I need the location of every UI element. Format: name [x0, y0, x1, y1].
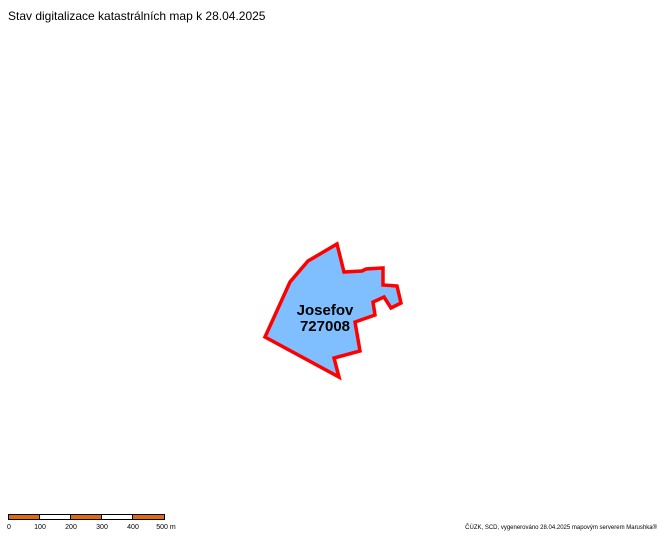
map-title: Stav digitalizace katastrálních map k 28…	[8, 9, 266, 23]
cadastral-area-code: 727008	[300, 318, 350, 335]
cadastral-area-polygon[interactable]	[262, 241, 404, 381]
cadastral-area-name: Josefov	[297, 302, 354, 319]
scale-label: 200	[65, 524, 77, 531]
scale-label: 400	[127, 524, 139, 531]
scale-label: 500 m	[156, 524, 176, 531]
scale-label: 300	[96, 524, 108, 531]
scale-label: 0	[7, 524, 11, 531]
scale-segment	[70, 514, 102, 520]
scale-segment	[39, 514, 71, 520]
scale-label: 100	[34, 524, 46, 531]
map-credit: ČÚZK, SCD, vygenerováno 28.04.2025 mapov…	[465, 525, 657, 531]
scale-segment	[101, 514, 133, 520]
scale-bar	[8, 514, 168, 520]
scale-segment	[132, 514, 165, 520]
scale-segment	[8, 514, 40, 520]
